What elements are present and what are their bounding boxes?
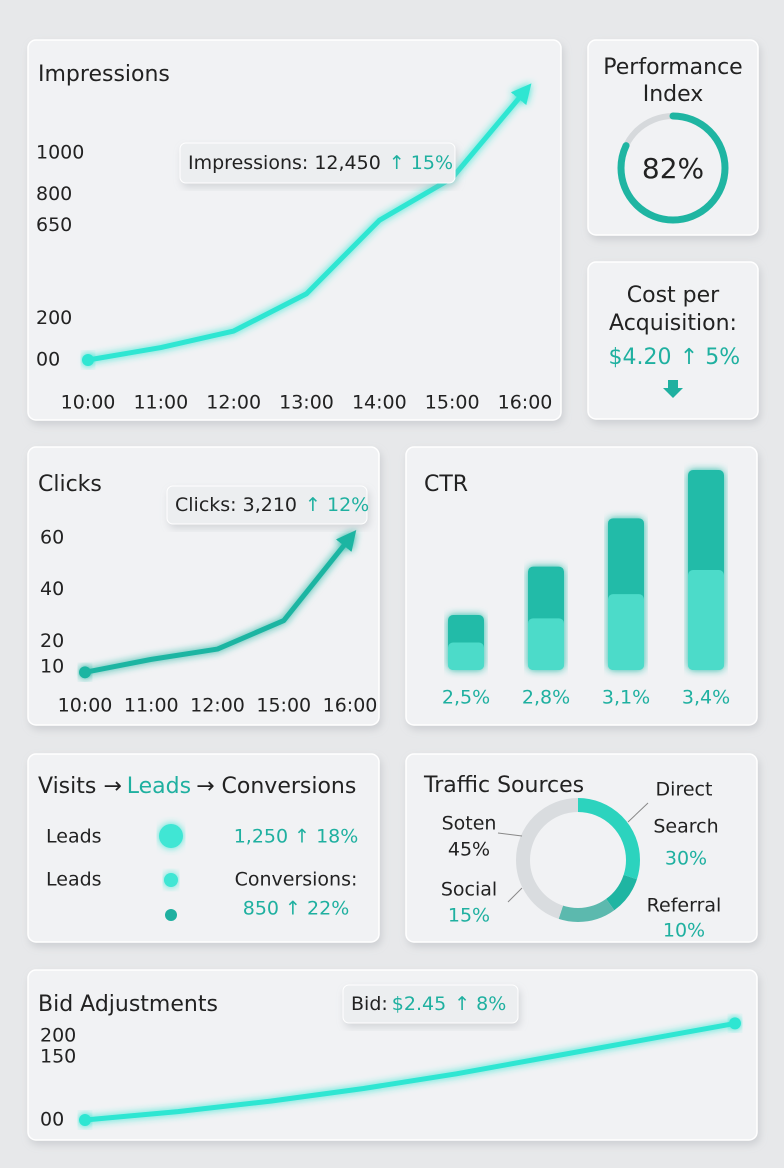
tooltip-chip	[166, 485, 368, 525]
value-label: 3,1%	[602, 687, 650, 709]
x-tick-label: 10:00	[58, 695, 113, 717]
value-label: 30%	[665, 848, 707, 870]
panel	[405, 753, 758, 943]
panel-title: CTR	[424, 472, 468, 497]
panel	[405, 446, 758, 726]
y-tick-label: 1000	[36, 142, 84, 164]
bar-highlight	[608, 594, 644, 670]
tooltip-text: Impressions: 12,450	[188, 152, 381, 174]
funnel-dot	[159, 824, 183, 848]
data-line	[82, 530, 357, 675]
funnel-label: Leads	[46, 826, 102, 848]
legend-label: Soten	[442, 813, 497, 835]
kpi-value: 82%	[642, 152, 704, 185]
x-tick-label: 12:00	[206, 392, 261, 414]
y-tick-label: 150	[40, 1046, 76, 1068]
legend-label: Social	[441, 879, 497, 901]
y-tick-label: 00	[36, 349, 60, 371]
funnel-title: Visits → Leads → Conversions	[38, 774, 356, 799]
funnel-label: Leads	[46, 869, 102, 891]
y-tick-label: 60	[40, 526, 64, 548]
panel	[27, 969, 758, 1141]
x-tick-label: 14:00	[352, 392, 407, 414]
panel	[587, 261, 759, 420]
data-line	[82, 1020, 738, 1123]
bar-highlight	[688, 570, 724, 670]
bar-highlight	[528, 618, 564, 670]
y-tick-label: 20	[40, 630, 64, 652]
x-tick-label: 11:00	[133, 392, 188, 414]
value-label: 10%	[663, 920, 705, 942]
value-label: 3,4%	[682, 687, 730, 709]
panel-title: Clicks	[38, 472, 102, 497]
tooltip-change: ↑ 15%	[389, 152, 453, 174]
legend-label: Search	[653, 816, 718, 838]
y-tick-label: 800	[36, 183, 72, 205]
funnel-dot	[165, 909, 177, 921]
kpi-title: Index	[643, 82, 704, 107]
panel-title: Bid Adjustments	[38, 992, 218, 1017]
tooltip-text: $2.45	[392, 993, 446, 1015]
leader-line	[627, 802, 649, 823]
gauge-arc	[617, 112, 729, 224]
funnel-title-part: → Conversions	[196, 774, 356, 799]
funnel-title-part: Visits →	[38, 774, 122, 799]
panel	[587, 39, 759, 236]
tooltip-change: ↑ 8%	[454, 993, 506, 1015]
panel-title: Traffic Sources	[423, 773, 584, 798]
x-tick-label: 16:00	[323, 695, 378, 717]
value-label: 2,8%	[522, 687, 570, 709]
y-tick-label: 10	[40, 656, 64, 678]
x-tick-label: 11:00	[124, 695, 179, 717]
x-tick-label: 15:00	[256, 695, 311, 717]
tooltip-change: ↑ 12%	[305, 494, 369, 516]
tooltip-label: Bid:	[351, 993, 388, 1015]
kpi-value: $4.20	[609, 345, 672, 370]
x-tick-label: 13:00	[279, 392, 334, 414]
value-label: 45%	[448, 839, 490, 861]
pie-segment	[516, 798, 640, 922]
panel	[27, 39, 562, 421]
tooltip: Impressions: 12,450 ↑ 15%	[188, 152, 453, 174]
down-arrow-icon	[663, 380, 683, 398]
x-tick-label: 12:00	[190, 695, 245, 717]
tooltip: Bid: $2.45 ↑ 8%	[351, 993, 506, 1015]
value-label: 2,5%	[442, 687, 490, 709]
line-start-dot	[79, 1114, 91, 1126]
line-start-dot	[79, 666, 91, 679]
panel	[27, 753, 380, 943]
funnel-value: Conversions:	[235, 869, 358, 891]
x-tick-label: 10:00	[61, 392, 116, 414]
legend-label: Referral	[647, 895, 722, 917]
kpi-change: ↑ 5%	[680, 345, 740, 370]
y-tick-label: 200	[40, 1025, 76, 1047]
x-tick-label: 16:00	[498, 392, 553, 414]
funnel-dot	[164, 873, 178, 887]
leader-line	[507, 887, 523, 903]
funnel-title-part: Leads	[127, 774, 191, 799]
y-tick-label: 200	[36, 307, 72, 329]
y-tick-label: 650	[36, 214, 72, 236]
tooltip-text: Clicks: 3,210	[175, 494, 297, 516]
leader-line	[497, 832, 523, 837]
kpi-title: Performance	[603, 55, 742, 80]
line-start-dot	[82, 354, 94, 366]
pie-segment	[516, 798, 640, 922]
bar-highlight	[448, 642, 484, 670]
kpi-title: Cost per	[627, 283, 720, 308]
panel-title: Impressions	[38, 62, 170, 87]
value-label: 15%	[448, 905, 490, 927]
funnel-value: 850 ↑ 22%	[243, 898, 350, 920]
tooltip-chip	[342, 984, 519, 1024]
tooltip: Clicks: 3,210 ↑ 12%	[175, 494, 369, 516]
funnel-value: 1,250 ↑ 18%	[234, 826, 359, 848]
tooltip-chip	[179, 142, 456, 184]
pie-annotation: Direct	[656, 779, 713, 801]
line-end-dot	[729, 1017, 741, 1030]
x-tick-label: 15:00	[425, 392, 480, 414]
kpi-title: Acquisition:	[609, 311, 737, 336]
y-tick-label: 40	[40, 578, 64, 600]
y-tick-label: 00	[40, 1109, 64, 1131]
